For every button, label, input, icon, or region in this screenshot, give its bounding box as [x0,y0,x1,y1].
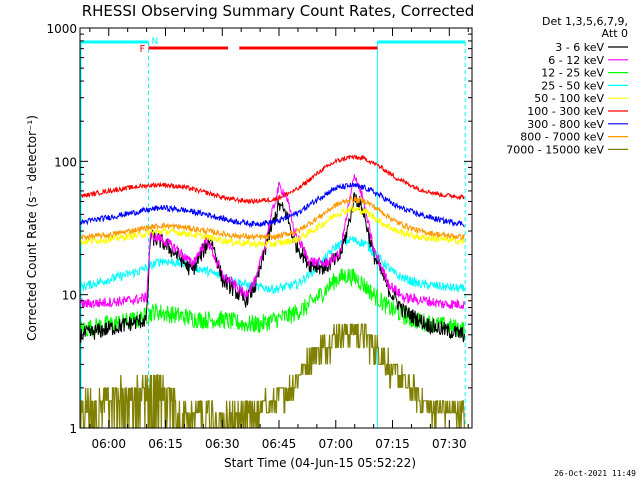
series-300-800-kev [80,182,465,229]
series-100-300-kev [80,154,465,205]
series-line [80,174,465,310]
legend-entry-label: 12 - 25 keV [541,67,604,80]
chart-title: RHESSI Observing Summary Count Rates, Co… [82,2,475,20]
legend-entry-label: 7000 - 15000 keV [506,143,604,156]
night-flag-label: N [151,37,158,47]
legend-header: Det 1,3,5,6,7,9, [542,15,628,28]
y-tick-label: 1000 [46,22,77,36]
x-tick-label: 06:30 [205,437,240,451]
y-tick-label: 1 [69,422,77,436]
y-axis-label: Corrected Count Rate (s⁻¹ detector⁻¹) [25,115,39,341]
legend-header: Att 0 [602,27,628,40]
y-tick-label: 10 [62,289,77,303]
legend-entry-label: 25 - 50 keV [541,79,604,92]
legend-entry-label: 6 - 12 keV [548,54,604,67]
series-line [80,182,465,229]
series-7000-15000-kev [80,323,465,429]
x-tick-label: 06:45 [262,437,297,451]
series-line [80,194,465,241]
series-25-50-kev [80,235,465,295]
x-tick-label: 07:30 [432,437,467,451]
x-tick-label: 07:15 [375,437,410,451]
flare-flag-label: F [139,44,145,55]
plot-frame [79,27,473,429]
x-tick-label: 06:00 [91,437,126,451]
series-6-12-kev [80,174,465,310]
legend-entry-label: 100 - 300 keV [527,105,604,118]
series-line [80,235,465,295]
x-axis-label: Start Time (04-Jun-15 05:52:22) [224,456,416,470]
x-tick-label: 07:00 [318,437,353,451]
series-50-100-kev [80,204,465,248]
legend-entry-label: 3 - 6 keV [555,41,604,54]
series-800-7000-kev [80,194,465,241]
series-line [80,154,465,205]
legend-entry-label: 800 - 7000 keV [520,131,604,144]
x-tick-label: 06:15 [148,437,183,451]
series-line [80,204,465,248]
y-tick-label: 100 [54,155,77,169]
footer-date: 26-Oct-2021 11:49 [554,469,636,478]
legend-entry-label: 50 - 100 keV [534,92,604,105]
series-line [80,323,465,429]
legend-entry-label: 300 - 800 keV [527,118,604,131]
